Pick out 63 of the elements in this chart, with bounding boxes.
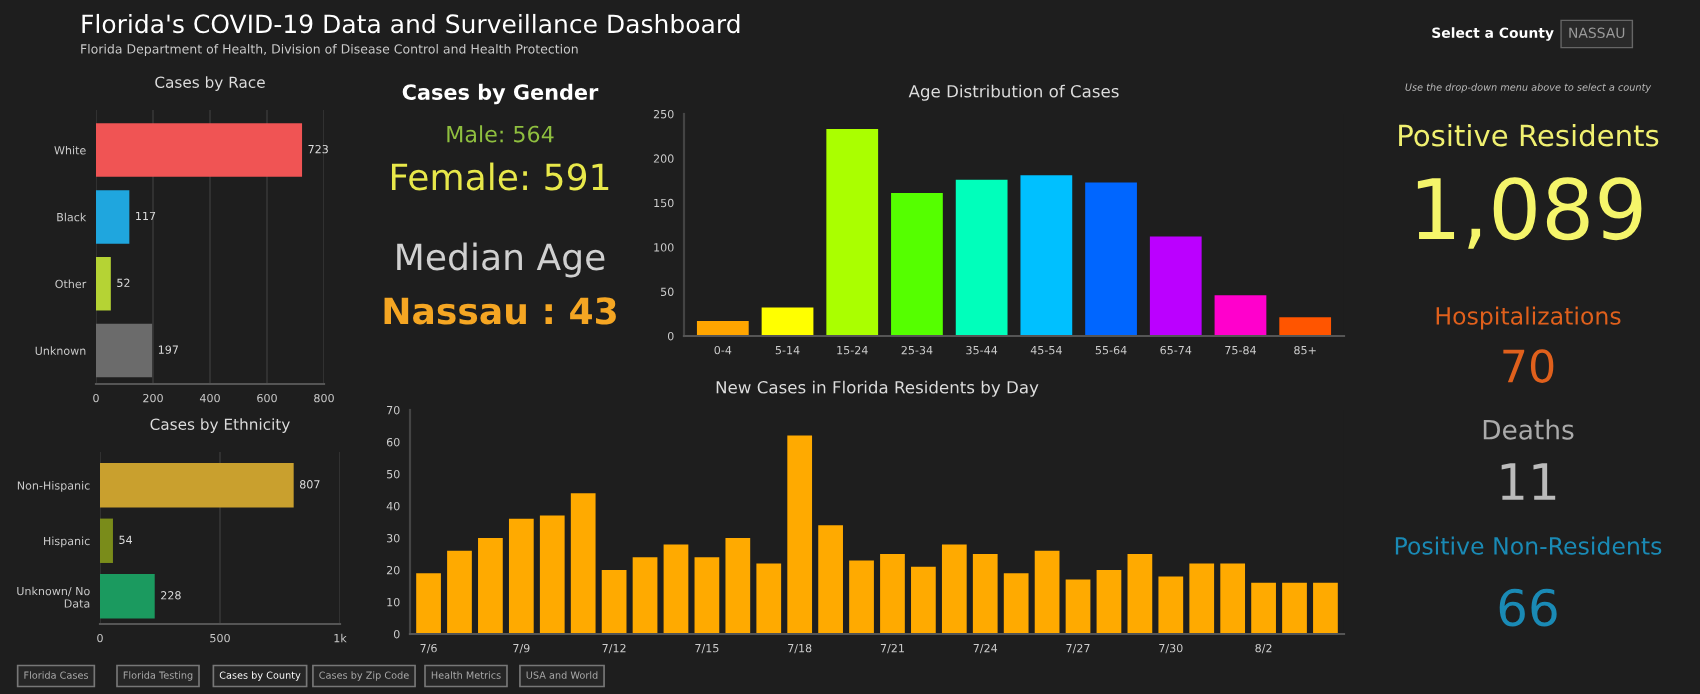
text: 11 <box>1501 463 1556 500</box>
bar <box>1158 576 1184 634</box>
text: Nassau : 43 <box>384 297 616 325</box>
bar <box>96 257 111 311</box>
bar <box>1313 582 1338 634</box>
bar <box>694 557 720 634</box>
bar <box>663 544 689 634</box>
bar <box>1282 582 1307 634</box>
text: Male: 564 <box>447 125 554 143</box>
bar <box>818 525 843 634</box>
bar <box>447 550 472 634</box>
text: Florida's COVID-19 Data and Surveillance Dashboard <box>82 13 740 34</box>
bar <box>826 129 879 336</box>
text: Median Age <box>397 242 605 278</box>
bar <box>478 538 503 634</box>
text: Deaths <box>1483 419 1574 440</box>
bar <box>508 518 534 634</box>
bar <box>891 193 943 336</box>
bar <box>1020 175 1073 336</box>
bar <box>100 518 113 563</box>
bar <box>761 307 814 336</box>
bar <box>696 320 749 336</box>
bar <box>100 574 155 619</box>
text: Cases by Gender <box>402 83 599 105</box>
bar <box>1085 182 1137 336</box>
bar <box>570 493 596 634</box>
bar <box>880 554 905 634</box>
bar <box>100 463 294 508</box>
bar <box>756 563 782 634</box>
text: 1,089 <box>1417 177 1642 249</box>
text: Positive Residents <box>1399 123 1659 147</box>
bar <box>1127 554 1153 634</box>
text: 70 <box>1503 349 1554 383</box>
bar <box>539 515 565 634</box>
text: 66 <box>1499 588 1557 627</box>
bar <box>1065 579 1091 634</box>
bar <box>96 190 130 244</box>
text: Positive Non-Residents <box>1395 536 1662 555</box>
text: Female: 591 <box>391 162 609 191</box>
bar <box>1189 563 1215 634</box>
bar <box>787 435 813 634</box>
bar <box>1214 295 1267 336</box>
bar <box>1149 236 1202 336</box>
bar <box>911 566 936 634</box>
bar <box>416 573 441 634</box>
chart-title: New Cases in Florida Residents by Day <box>716 380 1039 397</box>
bar <box>1279 317 1332 336</box>
bar <box>1034 550 1060 634</box>
chart-title: Age Distribution of Cases <box>908 84 1119 101</box>
bar <box>1096 570 1122 634</box>
bar <box>972 554 998 634</box>
bar <box>96 323 153 378</box>
bar <box>725 538 751 634</box>
bar <box>601 570 627 634</box>
bar <box>96 123 303 177</box>
bar <box>1220 563 1246 634</box>
bar <box>955 179 1008 336</box>
bar <box>632 557 658 634</box>
bar <box>849 560 874 634</box>
bar <box>1003 573 1029 634</box>
text: Hospitalizations <box>1436 306 1621 330</box>
bar <box>1251 582 1276 634</box>
bar <box>941 544 967 634</box>
